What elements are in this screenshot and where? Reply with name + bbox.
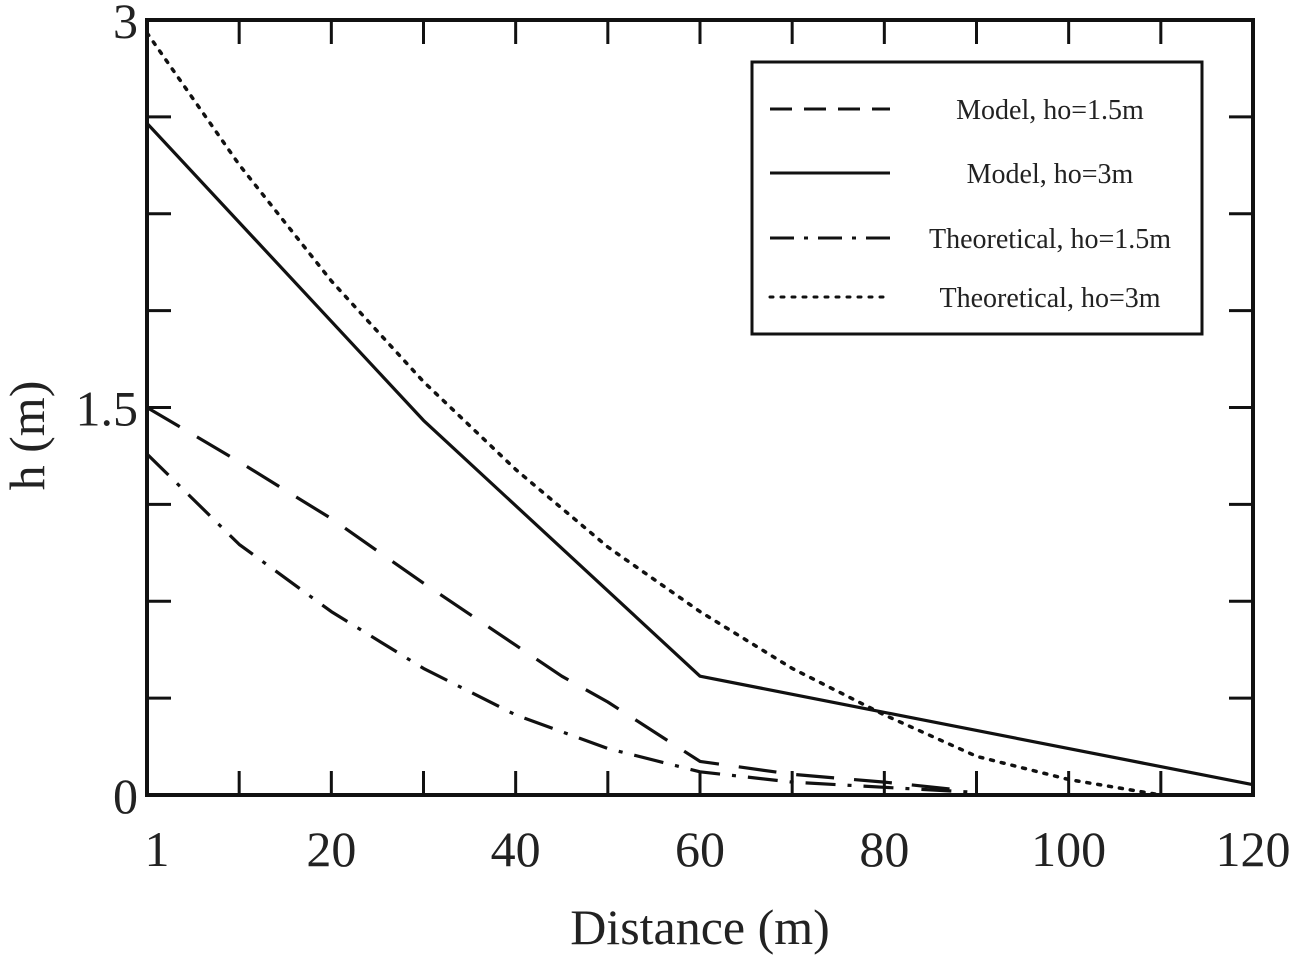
x-tick-label: 40 bbox=[491, 821, 541, 877]
x-tick-label: 80 bbox=[859, 821, 909, 877]
x-tick-label: 120 bbox=[1216, 821, 1291, 877]
series-line-3 bbox=[145, 452, 977, 794]
y-tick-label: 3 bbox=[113, 0, 138, 49]
legend: Model, ho=1.5m Model, ho=3m Theoretical, h… bbox=[750, 60, 1204, 336]
x-axis-title: Distance (m) bbox=[570, 899, 830, 955]
x-tick-label: 1 bbox=[145, 821, 170, 877]
x-tick-label: 20 bbox=[306, 821, 356, 877]
plot-frame bbox=[145, 18, 1255, 797]
legend-box bbox=[750, 60, 1204, 336]
x-tick-label: 60 bbox=[675, 821, 725, 877]
legend-label-4: Theoretical, ho=3m bbox=[939, 283, 1160, 314]
series-line-4 bbox=[145, 31, 1163, 797]
y-axis-title: h (m) bbox=[0, 381, 55, 491]
x-tick-label: 100 bbox=[1031, 821, 1106, 877]
legend-label-2: Model, ho=3m bbox=[967, 159, 1134, 190]
legend-label-1: Model, ho=1.5m bbox=[956, 95, 1144, 126]
legend-label-3: Theoretical, ho=1.5m bbox=[929, 224, 1171, 255]
y-tick-label: 1.5 bbox=[76, 381, 139, 437]
y-tick-label: 0 bbox=[113, 768, 138, 824]
series-layer bbox=[145, 31, 1254, 797]
tick-marks bbox=[145, 18, 1255, 797]
series-line-2 bbox=[145, 122, 1254, 787]
series-line-1 bbox=[146, 406, 959, 792]
